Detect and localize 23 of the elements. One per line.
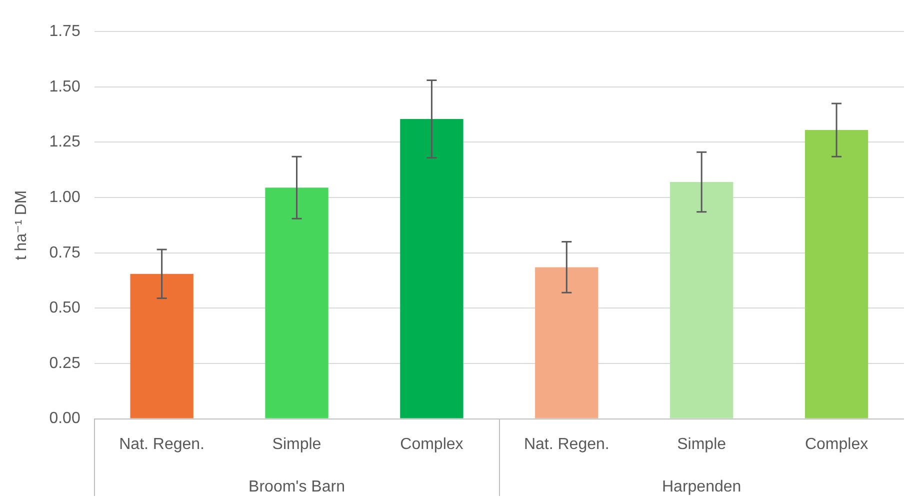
y-tick-label: 1.25 (49, 134, 80, 151)
bar (670, 182, 734, 418)
y-tick-label: 0.00 (49, 410, 80, 428)
y-tick-label: 1.50 (49, 78, 80, 96)
y-tick-label: 0.25 (49, 354, 80, 372)
x-tick-label: Complex (804, 436, 868, 453)
bar (804, 130, 868, 418)
text: Broom's Barn (248, 478, 345, 496)
y-axis-title: t ha⁻¹ DM (13, 190, 30, 260)
y-tick-label: 1.00 (49, 188, 80, 206)
x-tick-label: Nat. Regen. (524, 436, 610, 453)
text: Harpenden (662, 478, 742, 496)
bar (130, 274, 194, 418)
y-tick-label: 1.75 (49, 23, 80, 40)
bar (400, 118, 464, 418)
x-tick-label: Simple (272, 436, 322, 453)
x-tick-label: Complex (400, 436, 464, 453)
x-tick-label: Nat. Regen. (119, 436, 205, 453)
y-tick-label: 0.50 (49, 300, 80, 317)
y-tick-label: 0.75 (49, 244, 80, 262)
x-tick-label: Simple (677, 436, 726, 453)
bar (535, 267, 598, 418)
bar (265, 188, 328, 418)
